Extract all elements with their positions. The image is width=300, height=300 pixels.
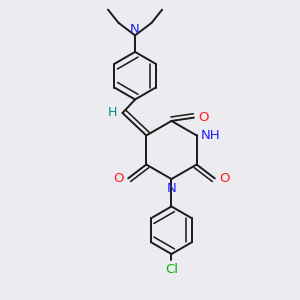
Text: H: H xyxy=(108,106,117,119)
Text: Cl: Cl xyxy=(165,263,178,276)
Text: N: N xyxy=(130,23,140,36)
Text: NH: NH xyxy=(201,129,220,142)
Text: O: O xyxy=(114,172,124,185)
Text: O: O xyxy=(198,111,208,124)
Text: O: O xyxy=(219,172,229,185)
Text: N: N xyxy=(167,182,176,196)
